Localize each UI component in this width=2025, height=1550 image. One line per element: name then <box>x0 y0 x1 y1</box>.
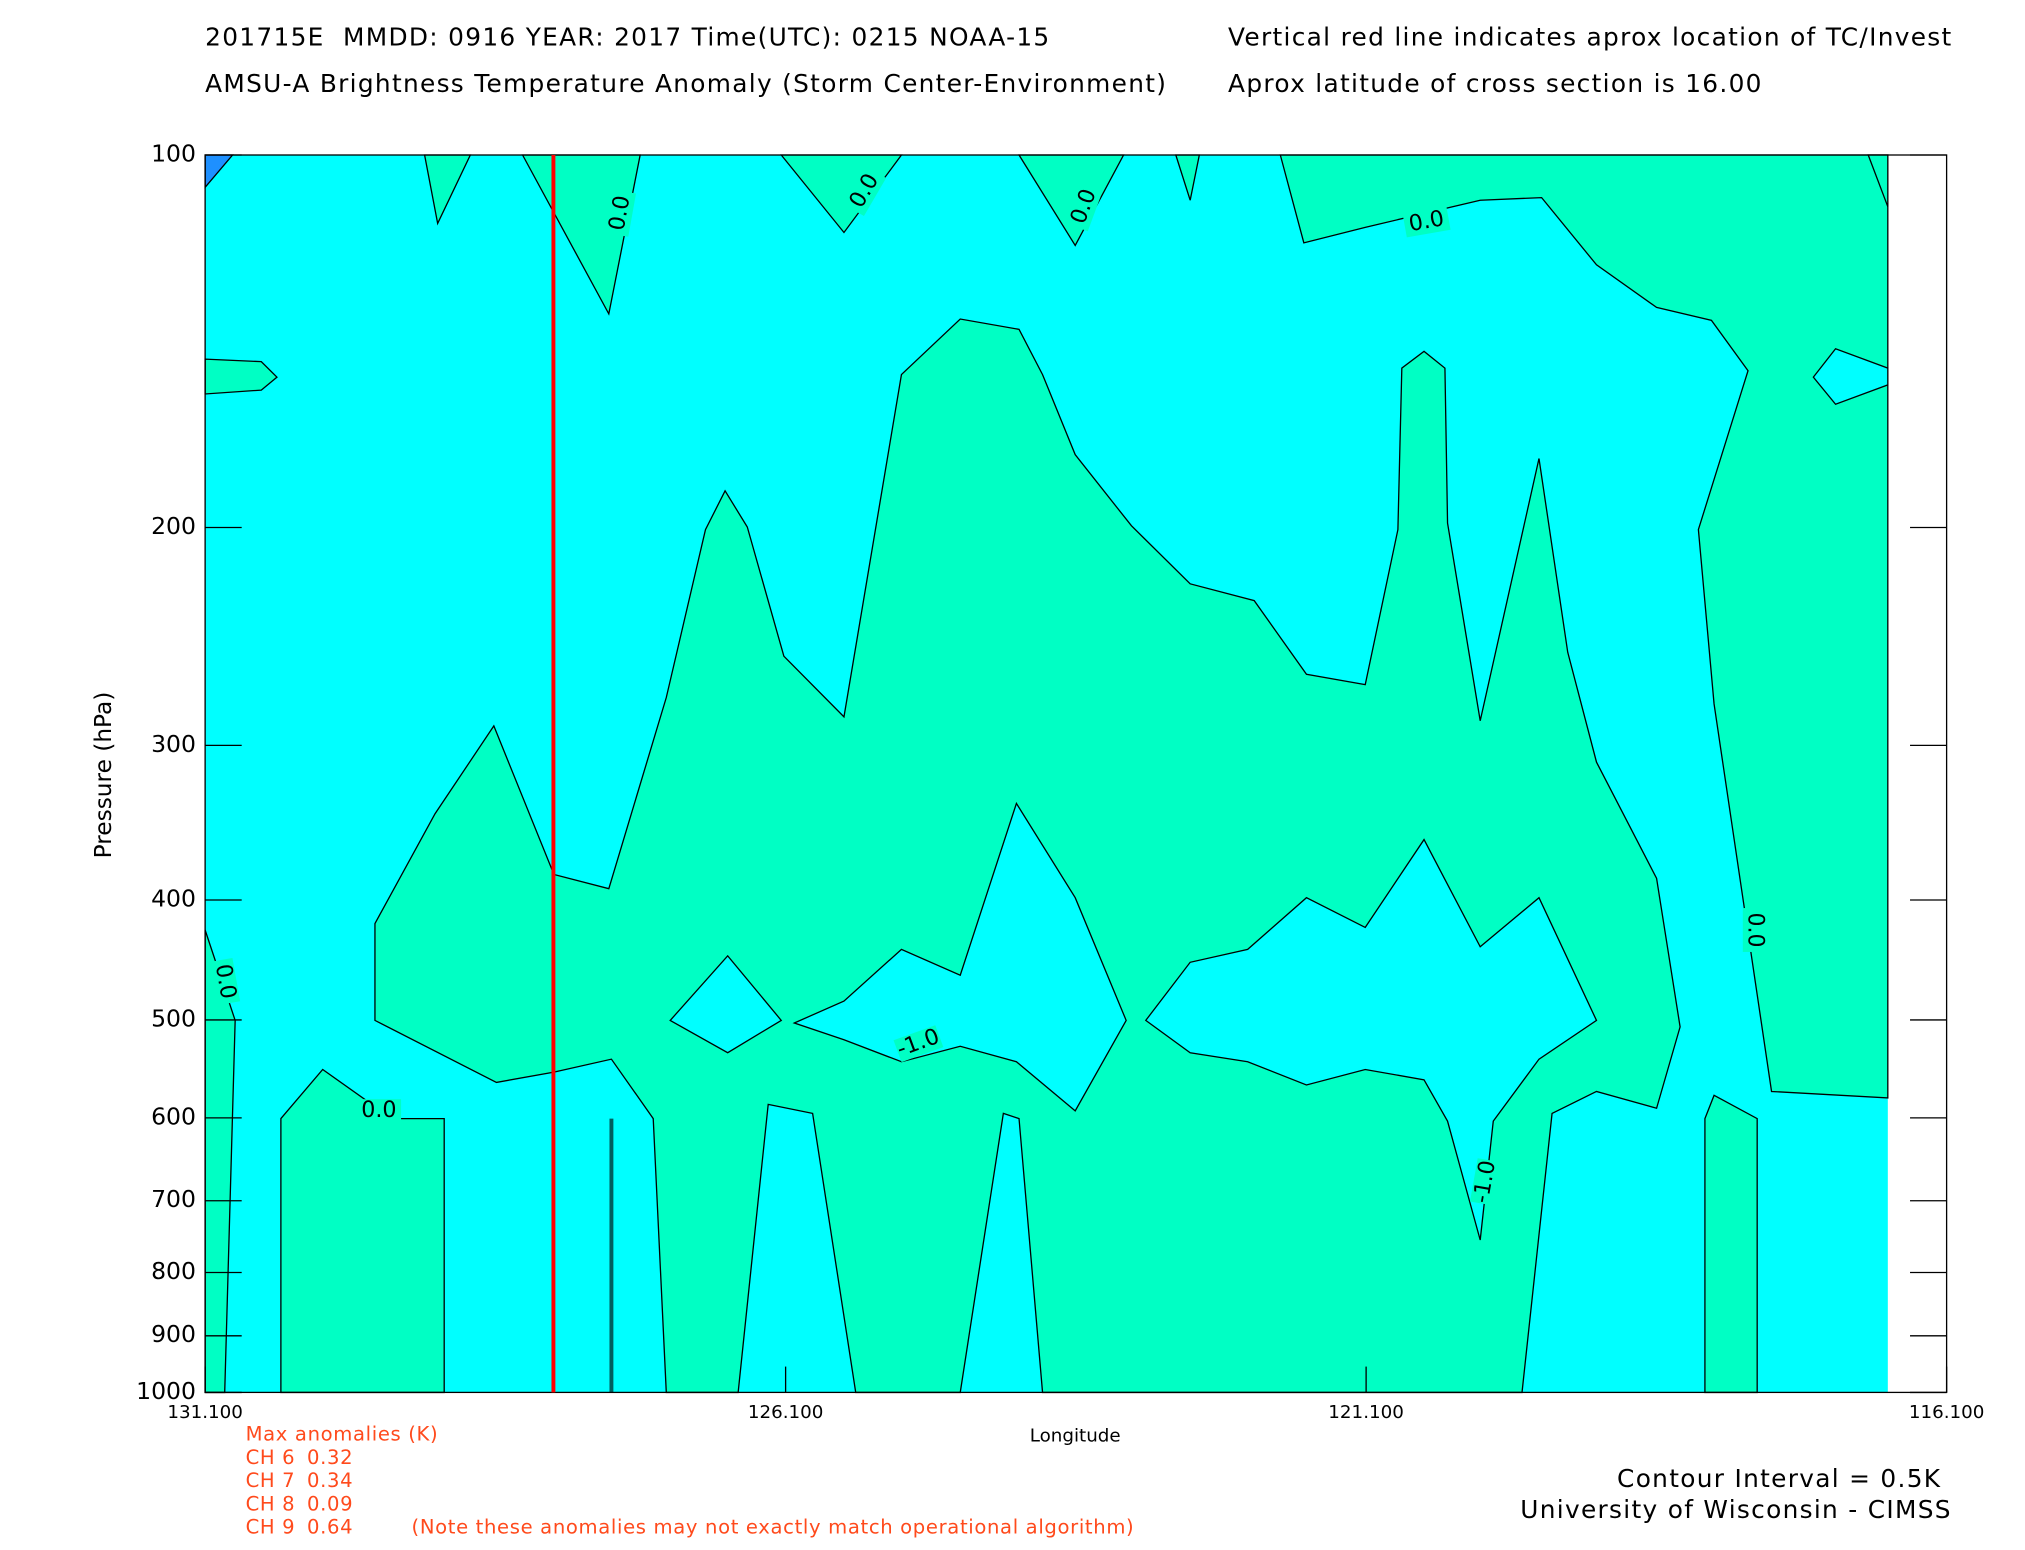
anomaly-channel: CH 6 <box>246 1446 296 1469</box>
contour-label-bg <box>893 1025 944 1063</box>
anomaly-note: (Note these anomalies may not exactly ma… <box>412 1516 1135 1539</box>
x-tick-label: 121.100 <box>1328 1402 1404 1423</box>
contour-label: 0.0 <box>1742 913 1767 948</box>
y-tick-label: 500 <box>151 1005 196 1033</box>
contour-label-bg <box>605 189 637 237</box>
y-tick-label: 1000 <box>136 1377 196 1405</box>
y-tick-label: 700 <box>151 1185 196 1213</box>
anomaly-channel: CH 9 <box>246 1516 296 1539</box>
cold-region <box>1812 347 1889 406</box>
contour-interval: Contour Interval = 0.5K <box>1617 1464 1941 1493</box>
anomaly-channel: CH 7 <box>246 1469 296 1492</box>
x-tick-label: 126.100 <box>748 1402 824 1423</box>
contour-label: 0.0 <box>1407 206 1446 237</box>
y-tick-label: 600 <box>151 1102 196 1130</box>
anomaly-title: Max anomalies (K) <box>246 1423 439 1446</box>
y-tick-label: 800 <box>151 1257 196 1285</box>
y-tick-label: 400 <box>151 885 196 913</box>
subtitle: AMSU-A Brightness Temperature Anomaly (S… <box>205 69 1167 98</box>
y-tick-label: 100 <box>151 140 196 168</box>
contour-label-bg <box>1742 908 1767 952</box>
cold-region <box>669 954 783 1054</box>
contour-label: 0.0 <box>605 194 636 233</box>
contour-field <box>204 154 1889 1394</box>
title: 201715E MMDD: 0916 YEAR: 2017 Time(UTC):… <box>205 23 1050 52</box>
anomaly-value: 0.34 <box>307 1469 353 1492</box>
contour-label-bg <box>1402 206 1451 238</box>
anomaly-value: 0.09 <box>307 1492 353 1515</box>
x-tick-label: 116.100 <box>1909 1402 1985 1423</box>
cold-region <box>1144 838 1598 1241</box>
note: Aprox latitude of cross section is 16.00 <box>1228 69 1763 98</box>
credit: University of Wisconsin - CIMSS <box>1520 1495 1952 1524</box>
y-tick-label: 200 <box>151 512 196 540</box>
x-tick-label: 131.100 <box>167 1402 243 1423</box>
anomaly-value: 0.32 <box>307 1446 353 1469</box>
contour-label: 0.0 <box>210 962 241 1001</box>
y-axis-label: Pressure (hPa) <box>89 692 117 859</box>
contour-label: 0.0 <box>361 1098 396 1123</box>
contour-label-bg <box>843 166 887 216</box>
anomaly-channel: CH 8 <box>246 1492 296 1515</box>
warm-region <box>1704 1094 1758 1394</box>
plot-frame <box>204 154 1948 1394</box>
contour-label-bg <box>356 1099 402 1123</box>
y-tick-label: 300 <box>151 730 196 758</box>
anomaly-value: 0.64 <box>307 1516 353 1539</box>
cold-region <box>792 801 1127 1112</box>
contour-label-bg <box>209 958 241 1006</box>
note: Vertical red line indicates aprox locati… <box>1228 23 1953 52</box>
contour-label-bg <box>1469 1158 1501 1206</box>
y-tick-label: 900 <box>151 1320 196 1348</box>
contour-label-bg <box>1065 182 1103 232</box>
x-axis-label: Longitude <box>1030 1425 1121 1446</box>
